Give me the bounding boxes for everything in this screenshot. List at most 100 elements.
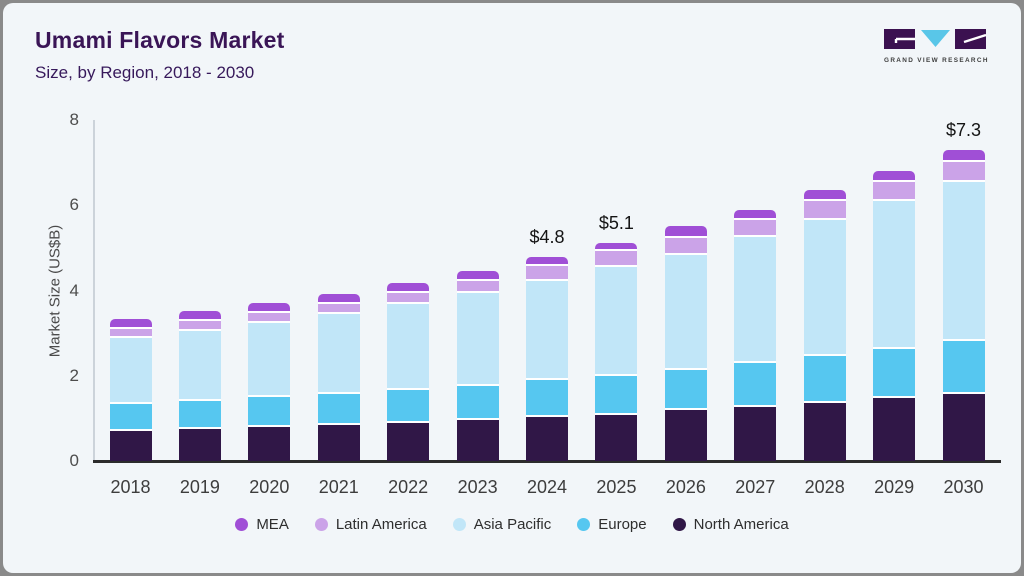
- logo-wordmark: GRAND VIEW RESEARCH: [884, 57, 989, 64]
- bar-2028: [803, 190, 846, 461]
- legend-label: Latin America: [335, 516, 427, 533]
- bar-2025: [595, 242, 638, 461]
- bar-total-label: $7.3: [946, 120, 982, 141]
- segment-north-america: [526, 415, 569, 461]
- bar-2018: [109, 318, 152, 461]
- x-axis-label: 2019: [179, 477, 220, 497]
- segment-asia-pacific: [873, 199, 916, 347]
- segment-asia-pacific: [109, 335, 152, 402]
- segment-mea: [248, 302, 291, 312]
- x-axis-line: [93, 460, 1001, 463]
- segment-asia-pacific: [734, 235, 777, 361]
- legend-item-asia-pacific: Asia Pacific: [452, 516, 551, 533]
- y-axis-tick-label: 6: [69, 195, 79, 215]
- segment-latin-america: [317, 301, 360, 312]
- segment-north-america: [803, 400, 846, 461]
- segment-mea: [734, 209, 777, 218]
- segment-mea: [526, 257, 569, 265]
- segment-latin-america: [109, 326, 152, 336]
- segment-europe: [664, 367, 707, 409]
- bar-2026: [664, 226, 707, 461]
- segment-europe: [248, 395, 291, 425]
- legend-item-north-america: North America: [672, 516, 789, 533]
- x-axis-label: 2029: [874, 477, 915, 497]
- segment-asia-pacific: [803, 218, 846, 355]
- legend-swatch-latin-america: [314, 518, 328, 531]
- segment-asia-pacific: [664, 252, 707, 368]
- segment-mea: [942, 150, 985, 161]
- bar-2019: [178, 311, 221, 461]
- segment-north-america: [317, 422, 360, 461]
- segment-north-america: [664, 408, 707, 461]
- legend-swatch-mea: [235, 518, 249, 531]
- y-axis-tick-label: 0: [69, 451, 79, 470]
- legend-label: MEA: [256, 516, 289, 533]
- segment-north-america: [873, 395, 916, 461]
- report-card: Umami Flavors Market Size, by Region, 20…: [3, 3, 1021, 573]
- segment-north-america: [942, 391, 985, 461]
- segment-europe: [178, 398, 221, 427]
- segment-mea: [664, 226, 707, 236]
- segment-mea: [803, 190, 846, 200]
- legend-swatch-asia-pacific: [452, 518, 466, 531]
- segment-latin-america: [664, 235, 707, 253]
- segment-europe: [109, 401, 152, 429]
- segment-europe: [803, 354, 846, 401]
- bar-2022: [387, 282, 430, 461]
- legend-item-europe: Europe: [577, 516, 647, 533]
- segment-mea: [317, 293, 360, 302]
- bar-2020: [248, 302, 291, 461]
- segment-europe: [387, 388, 430, 421]
- x-axis-label: 2021: [318, 477, 359, 497]
- bar-2030: [942, 150, 985, 461]
- x-axis-label: 2024: [526, 477, 568, 497]
- segment-europe: [317, 391, 360, 423]
- segment-europe: [942, 339, 985, 392]
- segment-mea: [109, 318, 152, 327]
- bar-2027: [734, 209, 777, 461]
- segment-mea: [873, 171, 916, 181]
- x-axis-label: 2022: [388, 477, 429, 497]
- segment-latin-america: [734, 217, 777, 236]
- segment-latin-america: [248, 311, 291, 321]
- x-axis-label: 2023: [457, 477, 498, 497]
- segment-north-america: [595, 412, 638, 461]
- segment-asia-pacific: [387, 302, 430, 389]
- x-axis-label: 2018: [110, 477, 151, 497]
- y-axis-tick-label: 8: [69, 110, 79, 130]
- segment-north-america: [248, 424, 291, 461]
- segment-europe: [873, 346, 916, 396]
- segment-latin-america: [456, 278, 499, 291]
- x-axis-label: 2020: [249, 477, 290, 497]
- segment-asia-pacific: [942, 180, 985, 340]
- logo-mark-icon: [884, 29, 987, 49]
- segment-europe: [456, 384, 499, 418]
- legend-item-latin-america: Latin America: [314, 516, 427, 533]
- bar-total-label: $5.1: [598, 212, 634, 233]
- segment-mea: [456, 271, 499, 279]
- x-axis-label: 2030: [943, 477, 984, 497]
- x-axis-label: 2026: [665, 477, 706, 497]
- segment-north-america: [456, 417, 499, 461]
- segment-latin-america: [178, 319, 221, 329]
- y-axis-line: [93, 120, 95, 461]
- x-axis-label: 2025: [596, 477, 637, 497]
- segment-latin-america: [595, 249, 638, 266]
- segment-latin-america: [873, 180, 916, 200]
- segment-europe: [595, 374, 638, 413]
- page-subtitle: Size, by Region, 2018 - 2030: [35, 63, 255, 82]
- segment-asia-pacific: [317, 311, 360, 392]
- y-axis-tick-label: 2: [69, 365, 79, 385]
- segment-asia-pacific: [178, 328, 221, 399]
- segment-mea: [178, 311, 221, 320]
- segment-mea: [595, 242, 638, 250]
- x-axis-label: 2028: [804, 477, 845, 497]
- stacked-bar-chart: Market Size (US$B) 0 2 4 6 8 2018 2019 2020 2021…: [3, 3, 1021, 573]
- y-axis-tick-label: 4: [69, 280, 79, 300]
- bar-2021: [317, 293, 360, 461]
- segment-north-america: [178, 426, 221, 461]
- segment-mea: [387, 282, 430, 291]
- legend-swatch-north-america: [672, 518, 686, 531]
- segment-north-america: [734, 405, 777, 461]
- segment-latin-america: [942, 160, 985, 181]
